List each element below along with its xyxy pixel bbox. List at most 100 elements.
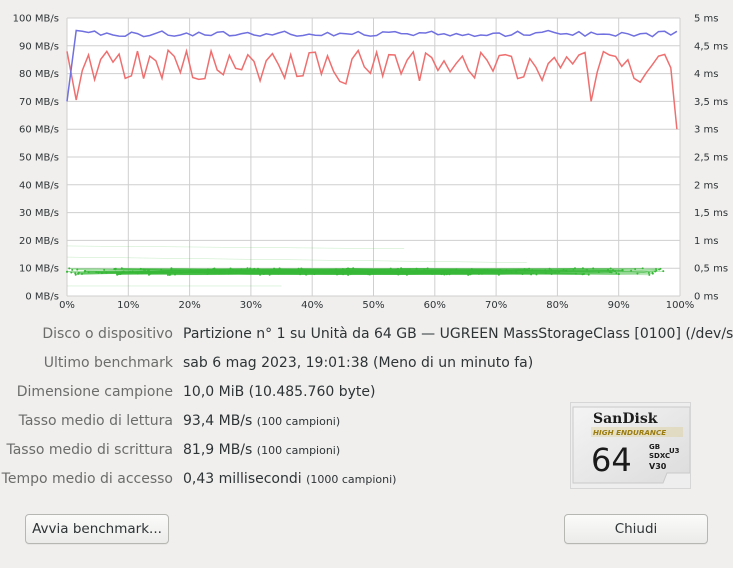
access-trace xyxy=(374,269,528,273)
access-trace xyxy=(241,269,429,273)
access-trace xyxy=(411,269,564,274)
x-tick-label: 30% xyxy=(240,300,262,311)
card-capacity: 64 xyxy=(591,441,632,479)
access-point xyxy=(384,272,387,275)
access-time-label: Tempo medio di accesso xyxy=(1,471,173,487)
access-trace xyxy=(372,273,479,275)
access-trace xyxy=(228,271,344,274)
close-button[interactable]: Chiudi xyxy=(564,514,708,544)
access-trace xyxy=(120,272,442,275)
access-trace xyxy=(123,270,279,273)
access-point xyxy=(401,271,404,274)
access-trace xyxy=(499,269,649,274)
access-point xyxy=(535,273,538,276)
access-point xyxy=(297,267,300,270)
access-point xyxy=(197,271,200,274)
access-point xyxy=(231,268,234,271)
access-trace xyxy=(533,268,576,274)
access-point xyxy=(337,270,340,273)
access-point xyxy=(615,272,618,275)
access-point xyxy=(514,270,517,273)
read-rate-row: Tasso medio di lettura 93,4 MB/s (100 ca… xyxy=(0,413,733,435)
access-point xyxy=(235,269,238,272)
access-point xyxy=(335,268,338,271)
access-point xyxy=(573,267,576,270)
access-trace xyxy=(121,268,391,273)
access-point xyxy=(131,270,134,273)
access-trace xyxy=(466,269,528,273)
access-trace xyxy=(214,269,456,273)
access-time-number: 0,43 millisecondi xyxy=(183,471,302,487)
access-point xyxy=(74,273,77,276)
start-benchmark-button[interactable]: Avvia benchmark... xyxy=(25,514,169,544)
x-tick-label: 0% xyxy=(59,300,75,311)
access-point xyxy=(323,272,326,275)
access-trace xyxy=(277,271,576,274)
access-trace xyxy=(472,270,623,272)
access-trace xyxy=(313,271,365,274)
y-left-tick-label: 90 MB/s xyxy=(19,41,59,52)
access-point xyxy=(634,268,637,271)
write-rate-label: Tasso medio di scrittura xyxy=(6,442,173,458)
access-point xyxy=(301,268,304,271)
access-trace xyxy=(77,269,330,271)
access-point xyxy=(410,271,413,274)
y-left-tick-label: 30 MB/s xyxy=(19,208,59,219)
y-right-tick-label: 3,5 ms xyxy=(694,97,728,108)
access-trace xyxy=(189,271,261,275)
access-trace xyxy=(390,268,399,273)
access-point xyxy=(352,267,355,270)
access-point xyxy=(373,270,376,273)
access-trace xyxy=(132,271,325,274)
access-trace xyxy=(254,268,435,273)
access-point xyxy=(312,270,315,273)
access-trace xyxy=(398,270,567,275)
access-point xyxy=(305,273,308,276)
access-trace xyxy=(390,269,574,272)
access-point xyxy=(122,270,125,273)
access-trace xyxy=(250,268,433,275)
access-trace xyxy=(167,273,552,276)
access-trace xyxy=(85,270,337,273)
access-point xyxy=(135,271,138,274)
access-trace xyxy=(349,268,445,273)
access-trace xyxy=(66,245,405,249)
access-point xyxy=(322,270,325,273)
access-point xyxy=(249,267,252,270)
access-point xyxy=(147,273,150,276)
access-point xyxy=(554,271,557,274)
access-point xyxy=(361,271,364,274)
access-point xyxy=(277,272,280,275)
access-trace xyxy=(279,268,567,272)
access-trace xyxy=(310,272,532,275)
access-point xyxy=(662,270,665,273)
access-trace xyxy=(130,269,191,273)
access-trace xyxy=(75,267,248,275)
access-trace xyxy=(207,268,661,274)
access-point xyxy=(574,272,577,275)
access-trace xyxy=(161,269,403,273)
access-point xyxy=(407,270,410,273)
access-point xyxy=(348,268,351,271)
access-trace xyxy=(415,270,427,274)
access-point xyxy=(371,272,374,275)
access-point xyxy=(166,273,169,276)
access-trace xyxy=(372,273,471,275)
y-left-tick-label: 50 MB/s xyxy=(19,153,59,164)
access-trace xyxy=(598,270,623,273)
sample-size-value: 10,0 MiB (10.485.760 byte) xyxy=(183,384,376,400)
x-tick-label: 70% xyxy=(485,300,507,311)
access-trace xyxy=(336,270,664,275)
access-trace xyxy=(250,268,454,273)
access-trace xyxy=(67,271,512,273)
write-series-line xyxy=(66,48,678,130)
access-point xyxy=(550,272,553,275)
access-trace xyxy=(208,272,552,275)
access-trace xyxy=(271,270,409,273)
y-right-tick-label: 0 ms xyxy=(694,292,719,303)
access-point xyxy=(455,268,458,271)
access-trace xyxy=(551,269,632,271)
access-trace xyxy=(371,268,391,272)
access-point xyxy=(342,273,345,276)
access-point xyxy=(614,270,617,273)
